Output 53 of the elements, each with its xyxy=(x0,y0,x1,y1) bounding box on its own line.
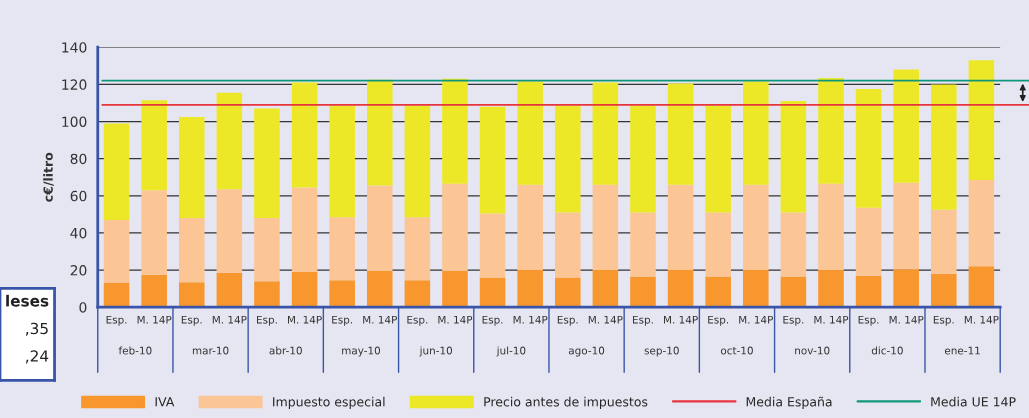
x-tick-label: M. 14P xyxy=(137,315,172,324)
y-tick-label: 40 xyxy=(70,227,87,239)
text: ene-11 xyxy=(944,346,980,355)
x-tick-label: M. 14P xyxy=(739,315,773,324)
x-tick-label: Esp. xyxy=(557,315,578,326)
text: leses xyxy=(6,294,49,307)
legend-label: Media UE 14P xyxy=(931,396,1016,407)
legend-label: Precio antes de impuestos xyxy=(484,396,648,409)
text: nov-10 xyxy=(795,346,830,355)
x-tick-label: M. 14P xyxy=(212,315,247,324)
legend-label: IVA xyxy=(155,397,175,407)
text: jul-10 xyxy=(496,346,526,357)
text: ago-10 xyxy=(568,346,605,357)
y-tick-label: 120 xyxy=(62,79,87,90)
x-tick-label: M. 14P xyxy=(664,315,698,324)
x-tick-label: Esp. xyxy=(708,315,729,326)
text: abr-10 xyxy=(269,346,302,355)
x-tick-label: Esp. xyxy=(106,315,127,326)
x-tick-label: M. 14P xyxy=(438,315,473,324)
text: sep-10 xyxy=(644,346,679,357)
x-tick-label: Esp. xyxy=(633,315,653,326)
x-tick-label: M. 14P xyxy=(363,315,397,324)
text: ,24 xyxy=(25,350,49,364)
y-tick-label: 100 xyxy=(62,116,87,127)
text: may-10 xyxy=(342,346,381,357)
x-tick-label: Esp. xyxy=(858,315,879,326)
x-tick-label: M. 14P xyxy=(513,315,548,324)
text: oct-10 xyxy=(720,346,753,355)
y-tick-label: 140 xyxy=(62,42,87,53)
x-tick-label: Esp. xyxy=(783,315,804,326)
text: jun-10 xyxy=(419,346,453,357)
text: dic-10 xyxy=(871,346,903,355)
x-tick-label: M. 14P xyxy=(889,315,924,324)
y-tick-label: 80 xyxy=(70,153,87,165)
x-tick-label: M. 14P xyxy=(964,315,999,324)
x-tick-label: M. 14P xyxy=(588,315,623,324)
x-tick-label: Esp. xyxy=(181,315,202,326)
x-tick-label: Esp. xyxy=(482,315,503,326)
y-tick-label: 20 xyxy=(70,265,87,276)
x-tick-label: Esp. xyxy=(257,315,277,326)
legend-label: Media España xyxy=(746,396,832,409)
x-tick-label: Esp. xyxy=(332,315,353,326)
text: ,35 xyxy=(25,322,48,336)
text: feb-10 xyxy=(118,346,152,355)
x-tick-label: Esp. xyxy=(933,315,954,326)
text: mar-10 xyxy=(192,346,229,355)
y-axis-title: c€/litro xyxy=(43,152,54,202)
legend-label: Impuesto especial xyxy=(273,396,385,409)
y-tick-label: 60 xyxy=(70,190,87,202)
y-tick-label: 0 xyxy=(79,302,87,313)
x-tick-label: M. 14P xyxy=(288,315,322,324)
x-tick-label: Esp. xyxy=(407,315,428,326)
x-tick-label: M. 14P xyxy=(814,315,849,324)
